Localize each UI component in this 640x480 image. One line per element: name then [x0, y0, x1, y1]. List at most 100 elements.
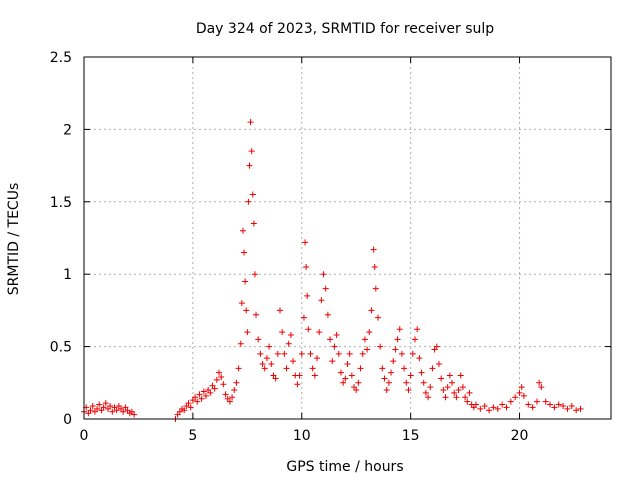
data-point	[192, 394, 199, 401]
data-point	[276, 307, 283, 314]
data-point	[329, 358, 336, 365]
data-point	[420, 379, 427, 386]
data-point	[94, 405, 101, 412]
data-point	[462, 394, 469, 401]
data-point	[444, 384, 451, 391]
data-point	[499, 401, 506, 408]
data-point	[196, 391, 203, 398]
data-point	[304, 292, 311, 299]
data-point	[309, 365, 316, 372]
data-point	[377, 343, 384, 350]
y-tick-label: 1	[63, 267, 72, 283]
data-point	[320, 271, 327, 278]
data-point	[366, 329, 373, 336]
data-point	[279, 329, 286, 336]
data-point	[237, 340, 244, 347]
data-point	[455, 387, 462, 394]
data-point	[446, 372, 453, 379]
data-point	[401, 365, 408, 372]
data-point	[409, 350, 416, 357]
data-point	[422, 389, 429, 396]
data-point	[466, 389, 473, 396]
data-point	[257, 350, 264, 357]
data-point	[207, 389, 214, 396]
data-point	[245, 198, 252, 205]
data-point	[102, 400, 109, 407]
x-tick-label: 20	[511, 428, 529, 444]
data-point	[220, 381, 227, 388]
data-point	[294, 381, 301, 388]
data-point	[346, 350, 353, 357]
data-point	[348, 372, 355, 379]
data-point	[564, 405, 571, 412]
data-point	[390, 358, 397, 365]
data-point	[324, 311, 331, 318]
data-point	[307, 350, 314, 357]
data-point	[453, 394, 460, 401]
data-point	[181, 407, 188, 414]
data-point	[355, 379, 362, 386]
data-point	[486, 407, 493, 414]
data-point	[202, 392, 209, 399]
data-point	[568, 402, 575, 409]
data-point	[337, 369, 344, 376]
data-point	[547, 401, 554, 408]
data-point	[222, 391, 229, 398]
x-tick-label: 10	[293, 428, 311, 444]
data-point	[477, 405, 484, 412]
data-point	[244, 329, 251, 336]
data-point	[89, 402, 96, 409]
y-tick-label: 0.5	[50, 340, 72, 356]
data-point	[379, 365, 386, 372]
data-point	[318, 297, 325, 304]
data-point	[87, 407, 94, 414]
data-point	[248, 148, 255, 155]
data-point	[418, 369, 425, 376]
data-point	[281, 350, 288, 357]
data-point	[370, 246, 377, 253]
data-point	[425, 394, 432, 401]
x-tick-label: 5	[188, 428, 197, 444]
y-tick-label: 2	[63, 122, 72, 138]
data-point	[381, 375, 388, 382]
data-point	[438, 375, 445, 382]
data-point	[300, 314, 307, 321]
data-point	[290, 358, 297, 365]
data-point	[533, 398, 540, 405]
data-point	[233, 379, 240, 386]
data-point	[194, 398, 201, 405]
data-point	[231, 387, 238, 394]
data-point	[536, 379, 543, 386]
data-point	[218, 374, 225, 381]
data-point	[261, 365, 268, 372]
x-tick-label: 15	[402, 428, 420, 444]
data-point	[322, 285, 329, 292]
data-point	[353, 387, 360, 394]
y-tick-label: 1.5	[50, 195, 72, 211]
data-point	[272, 375, 279, 382]
data-point	[247, 119, 254, 126]
data-point	[433, 343, 440, 350]
data-point	[120, 408, 127, 415]
data-point	[481, 402, 488, 409]
data-point	[388, 369, 395, 376]
data-point	[516, 389, 523, 396]
data-point	[457, 372, 464, 379]
data-point	[200, 388, 207, 395]
data-point	[412, 336, 419, 343]
data-point	[226, 398, 233, 405]
data-point	[512, 394, 519, 401]
data-point	[518, 384, 525, 391]
data-point	[394, 336, 401, 343]
data-point	[403, 379, 410, 386]
data-point	[296, 372, 303, 379]
data-point	[357, 365, 364, 372]
data-point	[573, 407, 580, 414]
axis-ticks: 0 5 10 15 20 0 0.5 1 1.5 2 2.5	[50, 50, 611, 444]
data-point	[392, 346, 399, 353]
data-point	[246, 162, 253, 169]
data-point	[551, 404, 558, 411]
data-point	[314, 355, 321, 362]
data-point	[520, 392, 527, 399]
data-point	[451, 389, 458, 396]
